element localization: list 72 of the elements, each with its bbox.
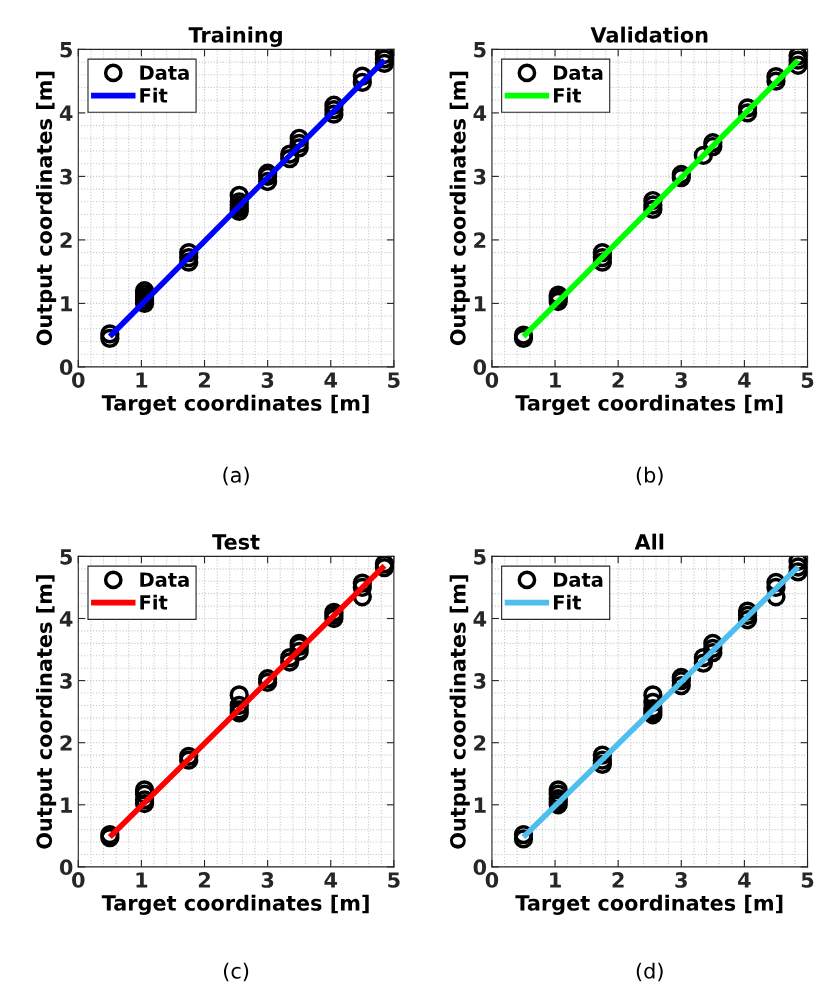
y-tick-label: 1 xyxy=(474,797,486,813)
x-axis-title: Target coordinates [m] xyxy=(515,394,783,416)
y-tick-label: 2 xyxy=(60,735,72,751)
chart-title: Validation xyxy=(590,26,708,43)
y-axis-title: Output coordinates [m] xyxy=(449,575,470,849)
y-tick-label: 1 xyxy=(61,797,72,813)
y-tick-label: 4 xyxy=(59,105,73,121)
y-tick-label: 3 xyxy=(60,673,72,689)
x-axis-title: Target coordinates [m] xyxy=(101,394,369,416)
y-tick-label: 4 xyxy=(59,611,73,627)
x-tick-label: 0 xyxy=(72,872,85,888)
y-tick-label: 0 xyxy=(473,859,487,876)
legend-label: Fit xyxy=(140,87,168,103)
chart-title: All xyxy=(634,533,664,550)
y-tick-label: 3 xyxy=(473,168,486,185)
x-tick-label: 2 xyxy=(198,872,210,888)
chart-title: Test xyxy=(212,534,260,550)
x-tick-label: 3 xyxy=(675,872,687,888)
y-tick-label: 0 xyxy=(473,359,487,376)
x-axis-title: Target coordinates [m] xyxy=(515,894,783,916)
y-tick-label: 0 xyxy=(59,859,73,876)
y-tick-label: 5 xyxy=(60,549,72,565)
legend-label: Data xyxy=(553,65,603,80)
text: (d) xyxy=(636,962,663,982)
text: (a) xyxy=(223,466,249,486)
x-tick-label: 5 xyxy=(388,372,400,388)
x-tick-label: 5 xyxy=(801,372,814,388)
y-tick-label: 3 xyxy=(60,168,72,185)
x-tick-label: 4 xyxy=(324,872,338,888)
x-tick-label: 5 xyxy=(801,872,814,888)
y-tick-label: 1 xyxy=(474,296,486,312)
legend-label: Data xyxy=(140,65,189,80)
y-tick-label: 4 xyxy=(473,611,487,627)
x-tick-label: 1 xyxy=(136,372,148,388)
x-tick-label: 5 xyxy=(388,872,400,888)
x-tick-label: 0 xyxy=(485,372,499,388)
y-axis-title: Output coordinates [m] xyxy=(35,71,57,346)
chart-title: Training xyxy=(188,26,282,47)
x-tick-label: 3 xyxy=(261,872,274,888)
y-tick-label: 1 xyxy=(61,296,72,312)
x-tick-label: 3 xyxy=(675,372,687,388)
x-tick-label: 4 xyxy=(324,372,338,388)
text: (b) xyxy=(636,466,663,486)
x-axis-title: Target coordinates [m] xyxy=(101,894,369,916)
legend-label: Data xyxy=(553,572,603,588)
x-tick-label: 0 xyxy=(72,372,85,388)
x-tick-label: 1 xyxy=(550,372,561,388)
x-tick-label: 1 xyxy=(136,872,148,888)
legend-label: Data xyxy=(140,572,189,588)
x-tick-label: 4 xyxy=(738,372,751,388)
text: (c) xyxy=(224,962,249,982)
x-tick-label: 2 xyxy=(612,372,624,388)
y-axis-title: Output coordinates [m] xyxy=(35,575,57,849)
y-tick-label: 2 xyxy=(474,735,486,751)
y-tick-label: 5 xyxy=(60,42,72,58)
x-tick-label: 1 xyxy=(550,872,561,888)
x-tick-label: 2 xyxy=(612,872,624,888)
x-tick-label: 3 xyxy=(261,372,274,388)
legend-label: Fit xyxy=(553,594,581,610)
y-tick-label: 4 xyxy=(473,105,487,121)
y-tick-label: 5 xyxy=(474,42,486,58)
y-tick-label: 5 xyxy=(474,549,486,565)
y-tick-label: 2 xyxy=(60,232,72,248)
x-tick-label: 2 xyxy=(198,372,210,388)
y-tick-label: 3 xyxy=(473,673,486,689)
legend-label: Fit xyxy=(553,87,581,103)
x-tick-label: 0 xyxy=(485,872,499,888)
y-tick-label: 2 xyxy=(474,232,486,248)
y-tick-label: 0 xyxy=(59,359,73,376)
x-tick-label: 4 xyxy=(738,872,751,888)
legend-label: Fit xyxy=(140,594,168,610)
y-axis-title: Output coordinates [m] xyxy=(449,71,470,346)
